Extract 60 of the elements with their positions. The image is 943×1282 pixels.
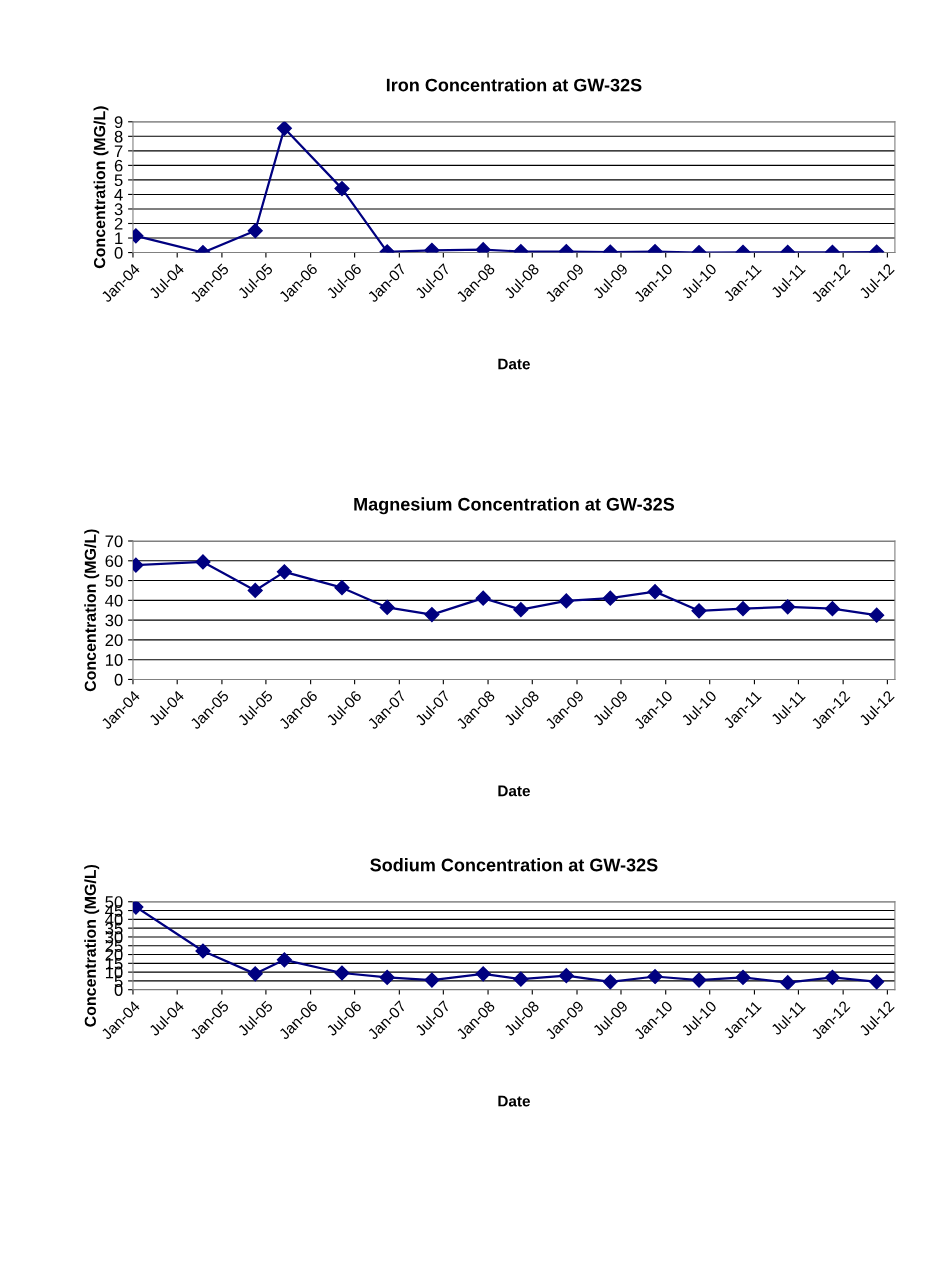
point — [513, 971, 529, 987]
y-tick-label: 5 — [114, 174, 123, 187]
point — [647, 584, 663, 600]
point — [780, 975, 796, 990]
point — [735, 969, 751, 985]
point — [824, 969, 841, 985]
y-tick-label: 10 — [105, 654, 123, 666]
point — [558, 968, 574, 984]
point — [558, 593, 574, 609]
y-tick-label: 1 — [115, 232, 123, 245]
y-tick-label: 8 — [114, 130, 123, 143]
y-tick-label: 2 — [114, 217, 123, 230]
point — [647, 968, 663, 985]
y-tick-label: 70 — [105, 535, 123, 548]
point — [195, 554, 211, 570]
point — [379, 599, 395, 616]
point — [735, 601, 751, 617]
chart-title: Magnesium Concentration at GW-32S — [354, 497, 675, 515]
point — [276, 564, 292, 580]
point — [824, 601, 841, 617]
point — [691, 972, 707, 988]
point — [334, 181, 350, 197]
point — [276, 952, 292, 968]
point — [334, 965, 350, 981]
y-axis-title: Concentration (MG/L) — [84, 864, 100, 1027]
y-tick-label: 9 — [114, 116, 123, 128]
point — [475, 966, 491, 982]
y-tick-label: 7 — [114, 145, 123, 157]
point — [424, 972, 440, 988]
y-tick-label: 30 — [105, 614, 123, 627]
chart-title: Iron Concentration at GW-32S — [386, 78, 642, 92]
x-axis-title: Date — [498, 1095, 530, 1107]
y-axis-title: Concentration (MG/L) — [84, 529, 100, 692]
x-axis-title: Date — [498, 785, 530, 797]
point — [247, 582, 263, 599]
point — [424, 607, 440, 623]
point — [334, 580, 350, 596]
point — [513, 602, 529, 618]
point — [869, 974, 885, 990]
chart-title: Sodium Concentration at GW-32S — [370, 858, 658, 872]
y-tick-label: 3 — [114, 203, 123, 216]
point — [602, 974, 618, 990]
y-tick-label: 20 — [105, 634, 123, 647]
y-tick-label: 0 — [114, 246, 123, 259]
y-tick-label: 50 — [105, 574, 123, 587]
point — [276, 121, 292, 136]
point — [247, 966, 263, 982]
point — [691, 603, 707, 619]
point — [602, 590, 618, 606]
y-tick-label: 0 — [114, 673, 123, 686]
point — [780, 599, 796, 615]
y-tick-label: 4 — [114, 189, 123, 201]
point — [869, 607, 885, 623]
point — [195, 943, 211, 959]
point — [475, 590, 491, 606]
point — [379, 969, 395, 985]
y-tick-label: 40 — [105, 594, 123, 607]
y-tick-label: 60 — [105, 555, 123, 567]
y-tick-label: 6 — [114, 159, 123, 172]
x-axis-title: Date — [498, 358, 530, 370]
